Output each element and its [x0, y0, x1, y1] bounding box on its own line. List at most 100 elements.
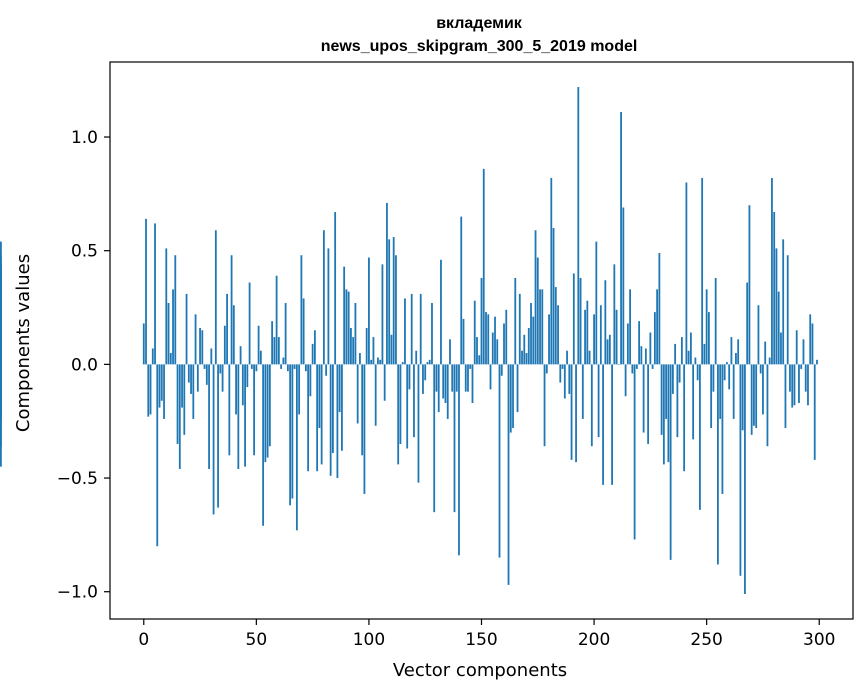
bar	[460, 216, 463, 365]
bar	[298, 364, 301, 415]
bar	[284, 302, 287, 365]
bar	[530, 302, 532, 365]
bar	[737, 339, 740, 365]
bar	[491, 332, 494, 365]
bar	[282, 357, 285, 365]
bar	[395, 255, 397, 365]
bar	[660, 364, 663, 435]
bar	[356, 364, 359, 424]
bar	[541, 289, 544, 365]
y-axis-label: Components values	[13, 254, 34, 432]
bar	[566, 350, 568, 365]
bar	[370, 359, 373, 365]
bar	[266, 364, 269, 458]
bar	[642, 364, 645, 433]
bar	[563, 364, 566, 399]
bar	[253, 364, 255, 456]
bar	[644, 348, 647, 365]
bar	[248, 282, 251, 365]
bar	[462, 318, 465, 365]
bar	[811, 323, 814, 365]
bar	[518, 293, 521, 365]
bar	[732, 364, 735, 419]
x-tick-label: 100	[353, 630, 385, 650]
bar	[458, 364, 460, 556]
bar	[336, 364, 339, 479]
bar	[789, 364, 791, 392]
bar	[579, 277, 582, 365]
bar	[359, 353, 361, 365]
bar	[255, 364, 258, 372]
bar	[775, 248, 778, 365]
bar	[273, 337, 276, 365]
bar	[302, 298, 305, 365]
bar	[597, 364, 600, 438]
bar	[419, 293, 422, 365]
bar	[478, 355, 481, 365]
bar	[241, 364, 244, 406]
bar	[671, 364, 674, 394]
bar	[451, 364, 454, 392]
bars-group	[0, 87, 818, 594]
bar	[237, 364, 240, 469]
y-tick-label: 1.0	[71, 128, 98, 148]
bar	[638, 321, 641, 365]
bar	[629, 289, 631, 365]
bar	[730, 337, 733, 365]
bar	[593, 314, 595, 365]
bar	[422, 364, 424, 394]
bar	[437, 364, 440, 413]
bar	[719, 364, 722, 419]
bar	[318, 364, 321, 429]
bar	[577, 87, 580, 365]
bar	[807, 364, 809, 406]
bar	[800, 364, 803, 369]
bar	[662, 364, 665, 465]
bar	[741, 364, 744, 431]
bar	[685, 182, 688, 365]
bar	[381, 264, 384, 365]
bar	[374, 364, 377, 426]
bar	[687, 350, 690, 365]
bar	[746, 282, 749, 365]
bar	[570, 364, 573, 460]
x-axis-ticks: 0 50 100 150 200 250 300	[138, 619, 835, 650]
bar	[217, 364, 219, 508]
bar	[554, 287, 557, 365]
bar	[167, 302, 170, 365]
bar	[307, 364, 310, 472]
bar	[280, 364, 283, 369]
bar	[154, 223, 156, 365]
bar	[226, 293, 228, 365]
bar	[498, 364, 501, 558]
chart-subtitle: news_upos_skipgram_300_5_2019 model	[321, 38, 638, 55]
y-tick-label: 0.5	[71, 242, 98, 262]
bar	[723, 364, 726, 381]
bar	[786, 255, 789, 365]
bar	[365, 328, 368, 365]
bar	[194, 314, 197, 365]
y-axis-ticks: −1.0 −0.5 0.0 0.5 1.0	[57, 128, 110, 603]
bar	[145, 218, 147, 365]
bar	[755, 364, 758, 429]
bar	[793, 364, 796, 406]
bar	[523, 334, 526, 365]
bar	[608, 334, 611, 365]
bar	[527, 328, 530, 365]
bar	[392, 237, 395, 365]
bar	[230, 255, 233, 365]
bar	[726, 362, 728, 365]
bar	[649, 332, 652, 365]
bar	[0, 255, 2, 365]
bar	[277, 337, 280, 365]
bar	[622, 207, 625, 365]
bar	[764, 341, 767, 365]
bar	[404, 298, 406, 365]
bar	[428, 359, 431, 365]
bar	[689, 332, 692, 365]
bar	[397, 364, 400, 465]
chart-title: вкладемик	[436, 15, 523, 32]
bar	[142, 323, 145, 365]
bar	[712, 364, 715, 392]
bar	[322, 230, 325, 365]
